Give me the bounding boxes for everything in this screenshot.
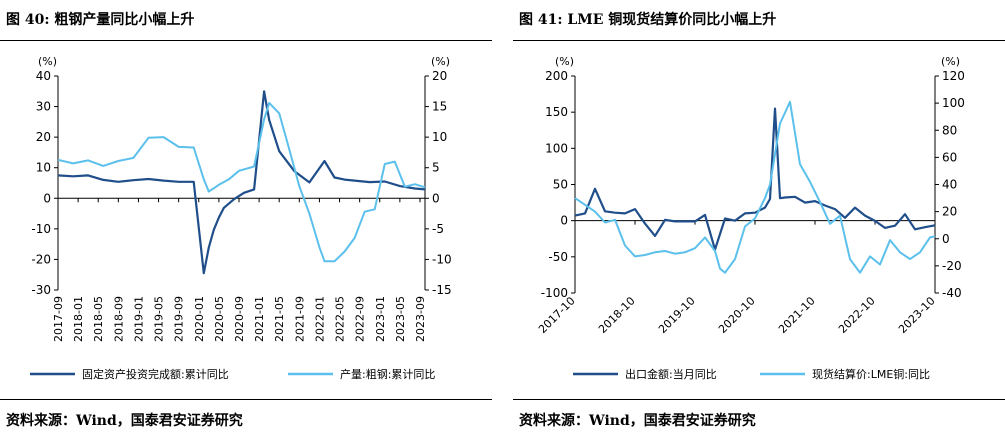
right-tick-label: 0 (942, 232, 950, 246)
left-tick-label: -10 (31, 222, 51, 236)
right-unit-label: (%) (431, 55, 450, 68)
top-rule (0, 40, 492, 41)
top-rule (513, 40, 1005, 41)
right-tick-label: -10 (432, 252, 452, 266)
left-tick-label: 0 (43, 191, 51, 205)
right-tick-label: 20 (432, 69, 447, 83)
x-tick-label: 2021-09 (293, 296, 306, 342)
series-line-dark (574, 107, 936, 251)
left-tick-label: 30 (36, 100, 51, 114)
left-unit-label: (%) (555, 55, 574, 68)
left-tick-label: 0 (560, 214, 568, 228)
left-tick-label: 10 (36, 161, 51, 175)
x-tick-label: 2019-10 (656, 294, 698, 336)
source-note: 资料来源：Wind，国泰君安证券研究 (519, 413, 756, 429)
left-unit-label: (%) (38, 55, 57, 68)
figure-title: 图 40: 粗钢产量同比小幅上升 (6, 12, 195, 28)
copper-chart: (%) (%) -100 -50 0 50 100 150 200 -40 -20 0 20 40 60 80… (536, 55, 965, 381)
x-tick-label: 2017-09 (52, 296, 65, 342)
x-tick-label: 2022-10 (836, 294, 878, 336)
left-tick-label: -100 (541, 286, 568, 300)
x-tick-label: 2018-10 (596, 294, 638, 336)
right-tick-label: 5 (432, 161, 440, 175)
x-tick-label: 2020-01 (193, 296, 206, 342)
figure-title: 图 41: LME 铜现货结算价同比小幅上升 (519, 12, 777, 28)
series-line-light (57, 101, 426, 263)
right-tick-label: 100 (942, 96, 965, 110)
legend-label: 产量:粗钢:累计同比 (340, 367, 435, 381)
chart-panel-steel: 图 40: 粗钢产量同比小幅上升 (%) (%) -30 -20 -10 0 10 20 30 4… (0, 0, 492, 447)
x-tick-label: 2019-01 (132, 296, 145, 342)
bottom-rule (513, 399, 1005, 400)
left-tick-label: -50 (548, 250, 568, 264)
x-tick-label: 2021-01 (253, 296, 266, 342)
x-tick-label: 2022-01 (313, 296, 326, 342)
legend-label: 现货结算价:LME铜:同比 (812, 367, 930, 381)
right-tick-label: 40 (942, 178, 957, 192)
left-tick-label: 200 (545, 69, 568, 83)
right-tick-label: -15 (432, 283, 452, 297)
x-tick-label: 2022-09 (354, 296, 367, 342)
x-tick-label: 2023-09 (414, 296, 427, 342)
x-tick-label: 2020-10 (716, 294, 758, 336)
right-tick-label: 80 (942, 123, 957, 137)
right-unit-label: (%) (941, 55, 960, 68)
x-tick-label: 2021-05 (273, 296, 286, 342)
legend-label: 出口金额:当月同比 (625, 367, 717, 381)
x-tick-label: 2018-05 (92, 296, 105, 342)
left-tick-label: 50 (553, 178, 568, 192)
left-tick-label: 100 (545, 141, 568, 155)
x-tick-label: 2023-01 (374, 296, 387, 342)
right-tick-label: -5 (432, 222, 444, 236)
chart-panel-copper: 图 41: LME 铜现货结算价同比小幅上升 (%) (%) -100 -50 0 50 1… (513, 0, 1005, 447)
left-tick-label: -30 (31, 283, 51, 297)
x-tick-label: 2023-10 (896, 294, 938, 336)
right-tick-label: -40 (942, 286, 962, 300)
series-line-dark (57, 90, 426, 275)
left-tick-label: 20 (36, 130, 51, 144)
source-note: 资料来源：Wind，国泰君安证券研究 (6, 413, 243, 429)
right-tick-label: 120 (942, 69, 965, 83)
right-tick-label: 20 (942, 205, 957, 219)
x-tick-label: 2018-01 (72, 296, 85, 342)
right-tick-label: 15 (432, 100, 447, 114)
legend-label: 固定资产投资完成额:累计同比 (82, 367, 229, 381)
x-tick-label: 2020-09 (233, 296, 246, 342)
x-tick-label: 2023-05 (394, 296, 407, 342)
right-tick-label: 0 (432, 191, 440, 205)
x-tick-label: 2020-05 (213, 296, 226, 342)
x-tick-label: 2019-09 (173, 296, 186, 342)
x-tick-label: 2022-05 (334, 296, 347, 342)
x-tick-label: 2017-10 (536, 294, 578, 336)
series-line-light (574, 100, 936, 274)
steel-chart: (%) (%) -30 -20 -10 0 10 20 30 40 -15 -10 -5 0 5 10 15 20… (30, 55, 452, 381)
bottom-rule (0, 399, 492, 400)
left-tick-label: 40 (36, 69, 51, 83)
x-tick-label: 2021-10 (776, 294, 818, 336)
right-tick-label: 10 (432, 130, 447, 144)
left-tick-label: -20 (31, 252, 51, 266)
x-tick-label: 2018-09 (112, 296, 125, 342)
right-tick-label: 60 (942, 150, 957, 164)
right-tick-label: -20 (942, 259, 962, 273)
x-tick-label: 2019-05 (153, 296, 166, 342)
left-tick-label: 150 (545, 105, 568, 119)
